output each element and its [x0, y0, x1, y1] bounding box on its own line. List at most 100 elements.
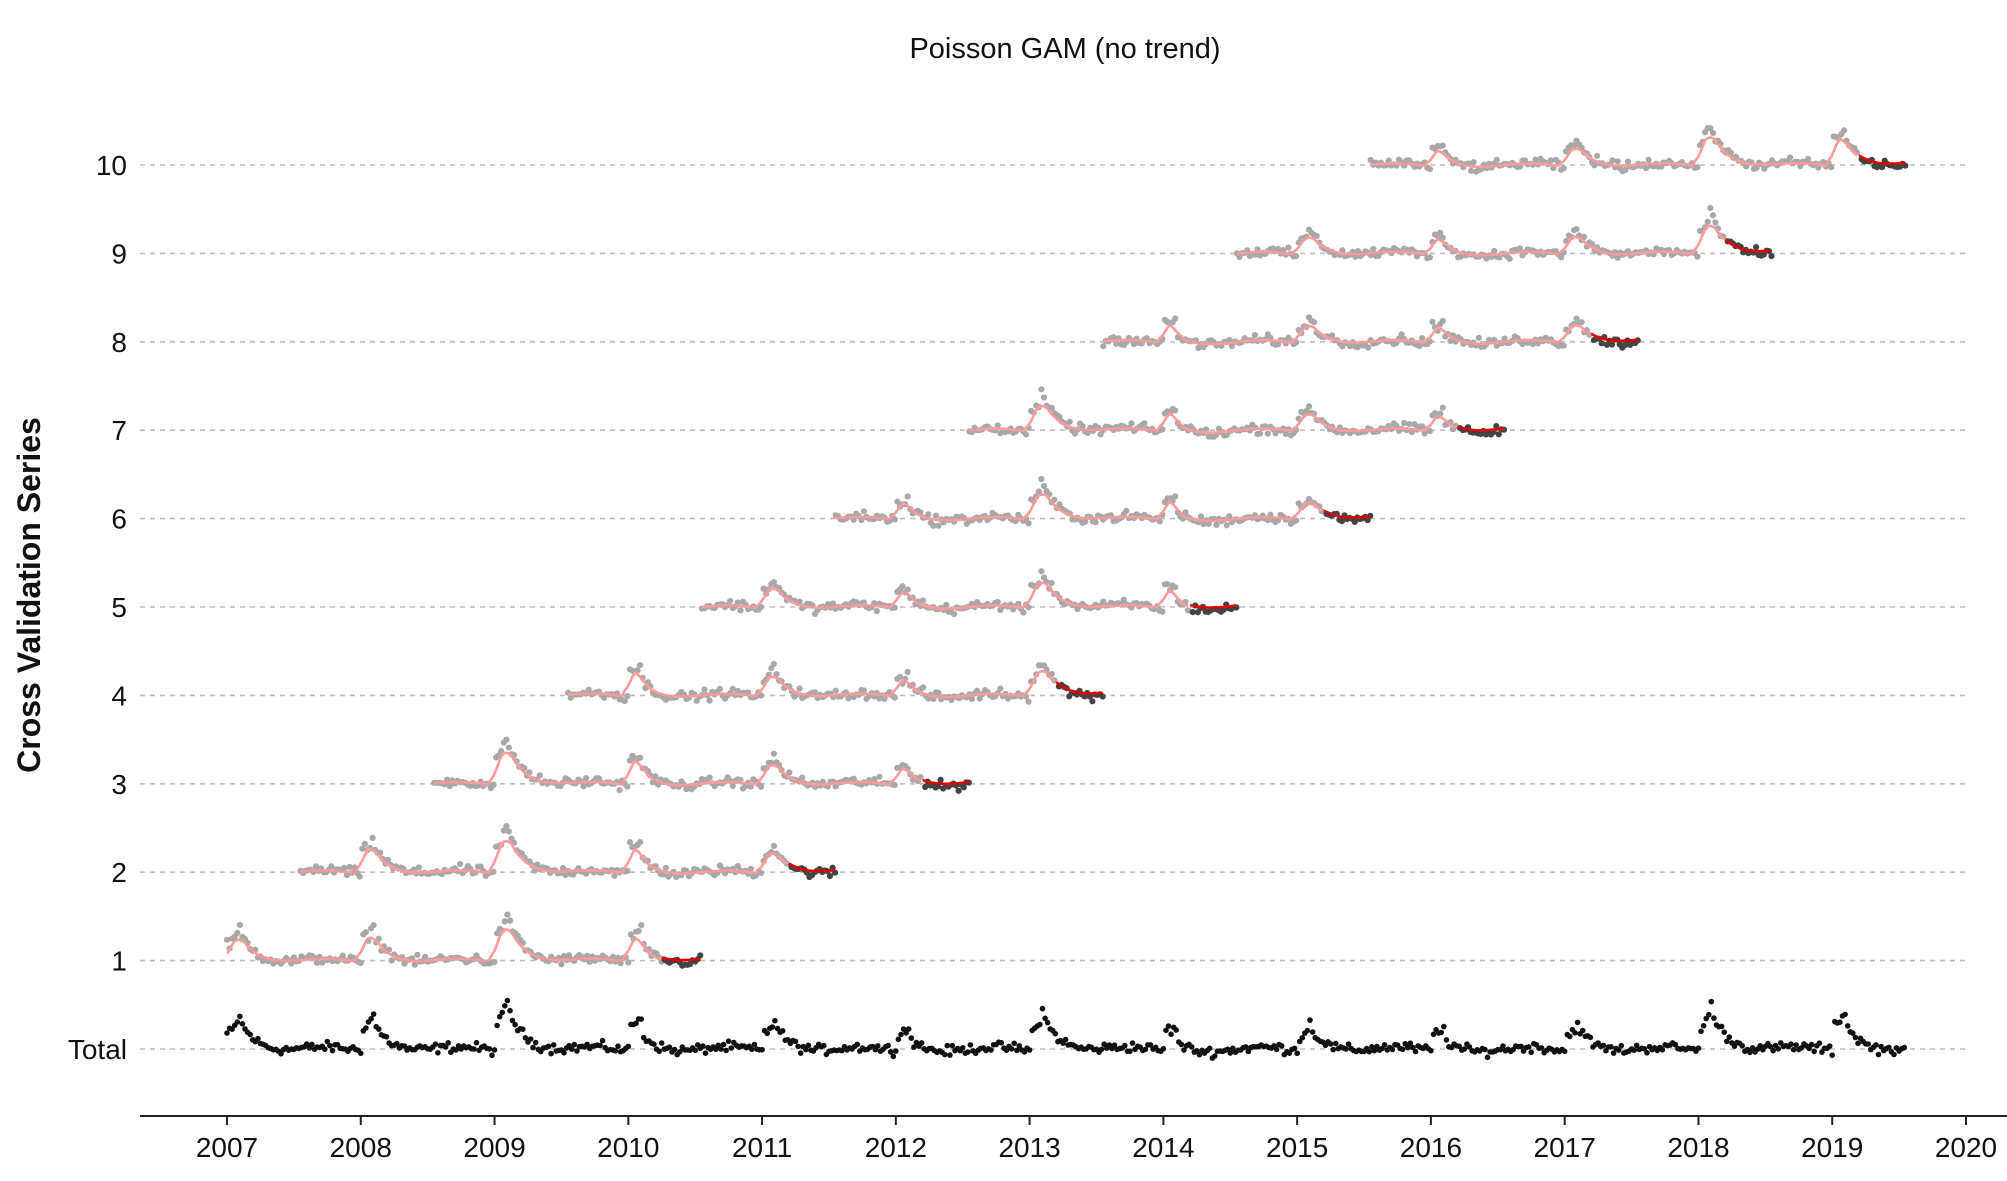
total-point — [656, 1048, 662, 1055]
total-point — [527, 1036, 534, 1042]
training-point — [734, 863, 742, 870]
training-point — [891, 694, 898, 701]
training-point — [925, 511, 932, 518]
total-point — [1278, 1043, 1285, 1049]
total-point — [1739, 1042, 1745, 1049]
training-point — [1313, 232, 1320, 240]
total-point — [329, 1047, 336, 1054]
test-point — [955, 787, 962, 794]
forecast-line — [1055, 681, 1103, 695]
total-point — [1518, 1043, 1524, 1050]
training-point — [503, 736, 510, 743]
total-point — [394, 1040, 400, 1047]
total-point — [1793, 1042, 1799, 1048]
training-point — [727, 597, 734, 605]
total-point — [1332, 1040, 1339, 1047]
training-point — [1694, 164, 1701, 171]
training-point — [1707, 125, 1714, 132]
training-point — [586, 958, 593, 965]
training-point — [457, 860, 464, 868]
total-point — [502, 1003, 508, 1009]
series-cv-7 — [966, 386, 1508, 440]
y-tick-9: 9 — [111, 238, 127, 269]
total-point — [918, 1040, 925, 1046]
total-point — [759, 1046, 765, 1053]
training-point — [891, 781, 898, 789]
total-point — [1011, 1040, 1017, 1047]
forecast-line — [1189, 603, 1237, 609]
x-tick-2013: 2013 — [998, 1132, 1060, 1163]
training-point — [932, 512, 940, 519]
total-point — [821, 1042, 827, 1049]
series-cv-10 — [1367, 125, 1909, 175]
training-point — [1082, 518, 1089, 526]
training-point — [1493, 156, 1500, 163]
training-point — [860, 687, 868, 694]
forecast-line — [1323, 509, 1371, 519]
training-point — [446, 782, 453, 790]
training-point — [343, 872, 350, 879]
training-point — [422, 953, 429, 961]
training-point — [415, 864, 422, 871]
training-point — [625, 959, 632, 966]
total-point — [1242, 1044, 1249, 1050]
training-point — [500, 827, 507, 834]
training-point — [611, 872, 618, 879]
x-tick-2007: 2007 — [196, 1132, 258, 1163]
training-point — [891, 604, 898, 611]
x-tick-2014: 2014 — [1132, 1132, 1194, 1163]
total-point — [545, 1043, 552, 1050]
total-point — [358, 1050, 364, 1057]
training-point — [1578, 319, 1585, 326]
total-point — [432, 1041, 439, 1047]
total-point — [612, 1048, 619, 1054]
training-point — [357, 959, 364, 967]
training-point — [891, 516, 898, 523]
total-point — [1724, 1038, 1730, 1045]
training-point — [1120, 596, 1127, 603]
training-point — [624, 693, 631, 700]
training-point — [760, 585, 767, 592]
total-point — [574, 1048, 580, 1054]
training-point — [1573, 226, 1580, 233]
training-point — [1197, 513, 1204, 520]
total-point — [797, 1050, 804, 1056]
total-point — [1410, 1044, 1416, 1051]
total-point — [473, 1039, 480, 1046]
test-point — [826, 872, 834, 880]
training-point — [1506, 255, 1513, 262]
total-point — [363, 1025, 369, 1031]
training-point — [236, 921, 243, 929]
test-point — [1768, 253, 1775, 260]
training-point — [1645, 156, 1652, 163]
training-point — [1305, 403, 1313, 410]
y-axis-label: Cross Validation Series — [11, 417, 47, 773]
training-point — [1203, 426, 1210, 433]
total-point — [568, 1046, 575, 1052]
series-cv-9 — [1233, 204, 1775, 262]
training-point — [1367, 156, 1374, 164]
training-point — [770, 579, 778, 586]
total-point — [489, 1052, 495, 1059]
forecast-line — [1590, 332, 1638, 343]
total-point — [1188, 1044, 1195, 1050]
total-point — [702, 1050, 709, 1056]
total-point — [728, 1045, 734, 1051]
x-tick-2020: 2020 — [1935, 1132, 1997, 1163]
total-point — [779, 1028, 786, 1034]
training-point — [1303, 408, 1310, 415]
training-point — [621, 698, 628, 705]
training-point — [1092, 519, 1099, 526]
total-point — [1525, 1044, 1532, 1050]
total-point — [1428, 1047, 1434, 1054]
training-point — [234, 929, 241, 937]
forecast-line — [1858, 154, 1906, 165]
training-point — [1709, 129, 1716, 136]
total-point — [1855, 1040, 1861, 1047]
total-point — [530, 1044, 536, 1051]
total-point — [1891, 1051, 1897, 1058]
training-point — [1591, 162, 1598, 169]
total-point — [1042, 1015, 1048, 1022]
total-point — [1178, 1041, 1185, 1048]
total-point — [1574, 1019, 1581, 1026]
